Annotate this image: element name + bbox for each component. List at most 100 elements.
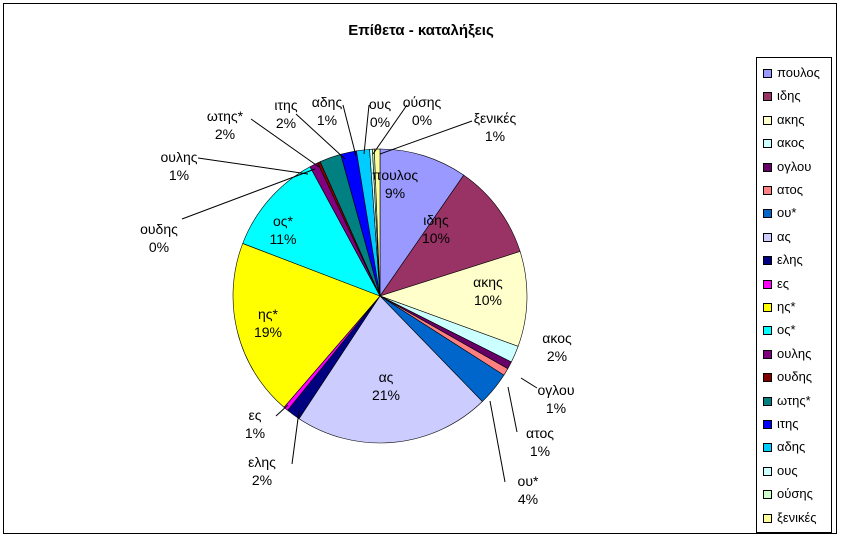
leader-line — [275, 404, 289, 417]
slice-percent-label: 21% — [372, 387, 400, 403]
slice-label: ιδης — [423, 212, 449, 228]
slice-percent-label: 0% — [370, 114, 390, 130]
legend-item: ους — [757, 460, 831, 483]
legend-swatch — [763, 279, 772, 289]
legend-label: ελης — [777, 252, 803, 268]
legend-swatch — [763, 69, 772, 78]
legend-item: αδης — [757, 436, 831, 459]
legend-label: αδης — [777, 439, 806, 455]
slice-label: ούσης — [403, 94, 442, 110]
legend-label: ακος — [777, 135, 805, 151]
legend-swatch — [763, 92, 772, 102]
slice-label: ακης — [473, 274, 503, 290]
slice-label: ωτης* — [207, 108, 244, 124]
pie-slice-ακης — [379, 251, 528, 347]
legend-label: πουλος — [777, 65, 820, 80]
legend-label: ος* — [777, 322, 796, 338]
slice-percent-label: 0% — [412, 112, 432, 128]
slice-percent-label: 9% — [385, 185, 405, 201]
slice-percent-label: 10% — [474, 292, 502, 308]
slice-label: ξενικές — [474, 110, 517, 126]
legend-item: ης* — [757, 296, 831, 319]
legend-label: ούσης — [777, 486, 813, 502]
slice-percent-label: 2% — [276, 115, 296, 131]
legend-label: ας — [777, 228, 791, 244]
slice-label: ους — [369, 96, 391, 112]
slice-label: ιτης — [274, 97, 297, 113]
legend-swatch — [763, 209, 772, 219]
slice-percent-label: 1% — [485, 128, 505, 144]
legend-swatch — [763, 396, 772, 406]
legend-label: ουδης — [777, 369, 813, 385]
legend-item: ξενικές — [757, 507, 831, 530]
legend-item: ακος — [757, 132, 831, 155]
slice-percent-label: 2% — [252, 472, 272, 488]
leader-line — [489, 400, 506, 483]
slice-label: ης* — [258, 306, 279, 322]
legend-swatch — [763, 303, 772, 312]
slice-percent-label: 2% — [547, 348, 567, 364]
legend-swatch — [763, 232, 772, 242]
legend-item: ες — [757, 273, 831, 296]
legend-swatch — [763, 349, 772, 359]
slice-percent-label: 1% — [530, 443, 550, 459]
legend-item: πουλος — [757, 62, 831, 85]
pie-slice-ης-star — [232, 243, 381, 408]
leader-line — [372, 104, 408, 155]
slice-label: πουλος — [372, 167, 418, 183]
slice-label: ες — [249, 407, 262, 423]
leader-line — [507, 386, 518, 433]
legend-item: ουλης — [757, 343, 831, 366]
legend-swatch — [763, 256, 772, 266]
pie-slice-ας — [298, 295, 483, 444]
legend-item: ας — [757, 226, 831, 249]
legend-swatch — [763, 420, 772, 429]
slice-label: ελης — [248, 454, 276, 470]
slice-label: ακος — [542, 330, 572, 346]
slice-label: ου* — [518, 473, 539, 489]
leader-line — [520, 377, 538, 389]
legend-item: ου* — [757, 202, 831, 225]
legend-swatch — [763, 443, 772, 453]
slice-label: ος* — [273, 213, 294, 229]
slice-percent-label: 19% — [254, 324, 282, 340]
slice-percent-label: 2% — [215, 126, 235, 142]
legend-swatch — [763, 513, 772, 523]
legend-item: ατος — [757, 179, 831, 202]
slice-percent-label: 1% — [546, 400, 566, 416]
slice-percent-label: 1% — [169, 167, 189, 183]
legend-swatch — [763, 186, 772, 195]
legend-item: ιδης — [757, 85, 831, 108]
legend-label: ξενικές — [777, 509, 817, 525]
pie-slice-πουλος — [379, 148, 465, 297]
slice-label: ας — [379, 369, 394, 385]
legend-item: ουδης — [757, 366, 831, 389]
slice-percent-label: 0% — [149, 239, 169, 255]
legend-item: ιτης — [757, 413, 831, 436]
legend-item: ακης — [757, 109, 831, 132]
legend-swatch — [763, 466, 772, 476]
legend-label: ατος — [777, 182, 803, 197]
leader-line — [291, 410, 300, 465]
legend-label: ου* — [777, 205, 797, 221]
legend-swatch — [763, 115, 772, 125]
slice-label: ατος — [526, 425, 554, 441]
leader-line — [342, 104, 357, 157]
leader-line — [363, 104, 370, 155]
leader-line — [181, 168, 316, 220]
slice-percent-label: 10% — [422, 230, 450, 246]
legend-item: ογλου — [757, 156, 831, 179]
pie-slice-ξενικές — [374, 148, 381, 297]
legend-label: ιδης — [777, 88, 801, 104]
leader-line — [197, 157, 309, 175]
pie-slice-ιδης — [379, 174, 521, 297]
legend-label: ης* — [777, 299, 796, 314]
legend-label: ακης — [777, 111, 805, 127]
legend-item: ος* — [757, 319, 831, 342]
legend-item: ωτης* — [757, 390, 831, 413]
pie-chart: πουλος 9% ιδης 10% ακης 10% ακος 2% ογλου 1% ατος 1… — [140, 94, 574, 507]
chart-legend: πουλος ιδης ακης ακος ογλου ατος ου* ας ελης ες ης… — [756, 57, 832, 533]
slice-label: ουλης — [161, 149, 198, 165]
legend-label: ογλου — [777, 158, 812, 174]
slice-label: ογλου — [537, 382, 574, 398]
